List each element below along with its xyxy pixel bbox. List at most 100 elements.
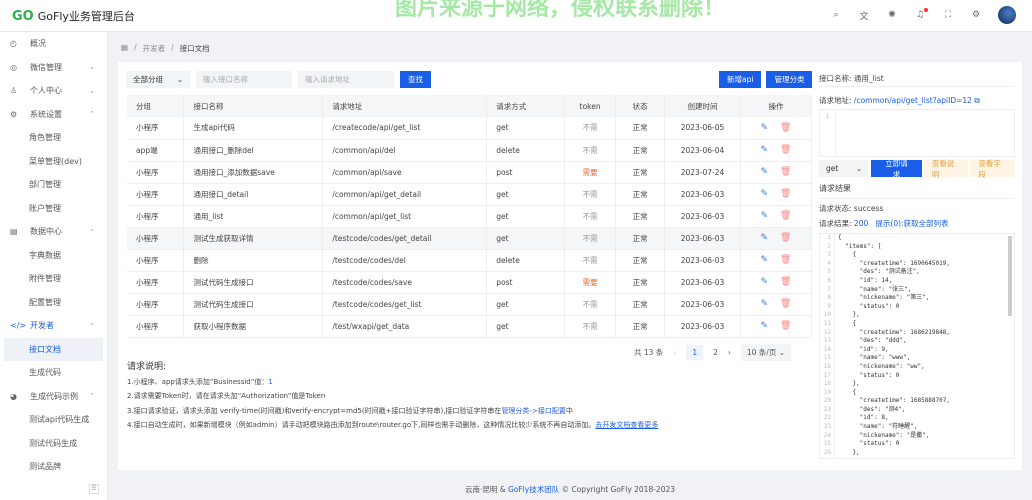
chevron-icon[interactable]: ⌃	[89, 110, 95, 119]
view-fields-button[interactable]: 查看字段	[970, 159, 1015, 179]
method-select[interactable]: get ⌄	[819, 160, 870, 177]
next-page-button[interactable]: ›	[727, 348, 731, 357]
theme-icon[interactable]: ✺	[888, 10, 896, 20]
chevron-down-icon: ⌄	[855, 164, 863, 173]
sidebar-item[interactable]: ◕ 生成代码示例 ⌃	[0, 385, 107, 409]
sidebar-item[interactable]: 接口文档	[4, 337, 103, 361]
sidebar-item[interactable]: 测试代码生成	[0, 432, 107, 456]
trash-icon[interactable]: 🗑	[780, 321, 792, 331]
page-1[interactable]: 1	[686, 345, 704, 360]
sidebar-item[interactable]: </> 开发者 ⌃	[0, 314, 107, 338]
copy-icon[interactable]: ⧉	[974, 96, 980, 105]
sidebar-item[interactable]: 菜单管理(dev)	[0, 150, 107, 174]
table-row: 小程序 通用_list/common/api/get_list get 不需 正常 202…	[127, 205, 813, 228]
sidebar-item[interactable]: 测试api代码生成	[0, 408, 107, 432]
table-cell: get	[486, 205, 566, 228]
trash-icon[interactable]: 🗑	[780, 299, 792, 309]
request-params-editor[interactable]: 1	[819, 109, 1015, 157]
sidebar-item[interactable]: 配置管理	[0, 291, 107, 315]
edit-icon[interactable]: ✎	[760, 233, 769, 243]
api-name-input[interactable]	[196, 71, 292, 88]
logo[interactable]: GO GoFly业务管理后台	[12, 8, 135, 24]
sidebar-item[interactable]: ♙ 个人中心 ⌄	[0, 79, 107, 103]
edit-icon[interactable]: ✎	[760, 277, 769, 287]
edit-icon[interactable]: ✎	[760, 299, 769, 309]
trash-icon[interactable]: 🗑	[780, 211, 792, 221]
edit-icon[interactable]: ✎	[760, 211, 769, 221]
footer: 云南·昆明 & GoFly技术团队 © Copyright GoFly 2018…	[464, 485, 676, 494]
table-cell: 生成api代码	[183, 117, 324, 140]
edit-icon[interactable]: ✎	[760, 145, 769, 155]
request-url-input[interactable]	[298, 71, 394, 88]
send-request-button[interactable]: 立即请求	[871, 159, 922, 179]
table-cell: 小程序	[127, 117, 185, 140]
table-cell: 小程序	[127, 249, 185, 272]
sidebar-item[interactable]: ◎ 微信管理 ⌄	[0, 56, 107, 80]
sidebar-item[interactable]: 角色管理	[0, 126, 107, 150]
add-api-button[interactable]: 新增api	[719, 71, 762, 88]
edit-icon[interactable]: ✎	[760, 255, 769, 265]
sidebar-item[interactable]: ⚙ 系统设置 ⌃	[0, 103, 107, 127]
trash-icon[interactable]: 🗑	[780, 233, 792, 243]
table-cell: /testcode/codes/del	[322, 249, 488, 272]
breadcrumb-item[interactable]: 开发者	[142, 44, 166, 53]
team-link[interactable]: GoFly技术团队	[507, 485, 560, 494]
table-row: 小程序 通用接口_添加数据save/common/api/save post 需要 正常…	[127, 161, 813, 184]
chevron-icon[interactable]: ⌄	[89, 63, 95, 72]
trash-icon[interactable]: 🗑	[780, 189, 792, 199]
search-icon[interactable]: ⌕	[833, 10, 839, 20]
trash-icon[interactable]: 🗑	[780, 122, 792, 133]
gofly-logo-icon: GO	[12, 8, 34, 24]
home-icon[interactable]: ▦	[121, 43, 129, 52]
table-cell: 不需	[564, 117, 617, 140]
chevron-icon[interactable]: ⌃	[89, 392, 95, 401]
breadcrumb-current: 接口文档	[179, 44, 210, 53]
sidebar-item[interactable]: 附件管理	[0, 267, 107, 291]
gear-icon[interactable]: ⚙	[971, 10, 981, 20]
total-count: 共 13 条	[634, 348, 664, 357]
sidebar-item[interactable]: ◴ 概况	[0, 32, 107, 56]
collapse-sidebar-icon[interactable]: ☰	[89, 484, 99, 494]
manage-config-link[interactable]: 管理分类->接口配置	[501, 406, 566, 415]
table-cell: /testcode/codes/get_detail	[322, 227, 488, 250]
table-cell: 2023-06-03	[664, 249, 741, 272]
page-size-select[interactable]: 10 条/页 ⌄	[740, 344, 792, 361]
table-cell: get	[486, 315, 566, 338]
fullscreen-icon[interactable]: ⛶	[944, 10, 952, 20]
sidebar-item-label: 生成代码示例	[30, 391, 78, 401]
edit-icon[interactable]: ✎	[760, 167, 769, 177]
sidebar-item-label: 测试品牌	[29, 462, 61, 472]
manage-category-button[interactable]: 管理分类	[766, 71, 813, 88]
chevron-icon[interactable]: ⌃	[89, 321, 95, 330]
scrollbar[interactable]	[1008, 236, 1012, 316]
sidebar-item[interactable]: ▤ 数据中心 ⌃	[0, 220, 107, 244]
sidebar-item[interactable]: 生成代码	[0, 361, 107, 385]
trash-icon[interactable]: 🗑	[780, 255, 792, 265]
chevron-icon[interactable]: ⌄	[89, 86, 95, 95]
response-viewer[interactable]: 1 2 3 4 5 6 7 8 9 10 11 12 13 14 15 16 1…	[819, 233, 1015, 459]
sidebar-item[interactable]: 字典数据	[0, 244, 107, 268]
page-2[interactable]: 2	[713, 348, 718, 357]
bell-icon[interactable]: ♫	[914, 8, 928, 20]
avatar[interactable]	[998, 6, 1016, 24]
sidebar-item[interactable]: 部门管理	[0, 173, 107, 197]
sidebar-item[interactable]: 测试品牌	[0, 455, 107, 479]
edit-icon[interactable]: ✎	[760, 122, 769, 133]
app-title: GoFly业务管理后台	[37, 10, 135, 23]
search-button[interactable]: 查找	[400, 71, 431, 88]
trash-icon[interactable]: 🗑	[780, 145, 792, 155]
view-doc-button[interactable]: 查看说明	[923, 159, 969, 179]
trash-icon[interactable]: 🗑	[780, 167, 792, 177]
chevron-icon[interactable]: ⌃	[89, 227, 95, 236]
table-cell: delete	[486, 139, 566, 162]
group-select[interactable]: 全部分组 ⌄	[126, 71, 190, 88]
dev-docs-link[interactable]: 去开发文档查看更多	[595, 421, 659, 429]
column-header: 请求地址	[322, 95, 488, 117]
example-icon: ◕	[10, 391, 17, 401]
edit-icon[interactable]: ✎	[760, 189, 769, 199]
edit-icon[interactable]: ✎	[760, 321, 769, 331]
trash-icon[interactable]: 🗑	[780, 277, 792, 287]
prev-page-button[interactable]: ‹	[673, 348, 677, 357]
sidebar-item[interactable]: 账户管理	[0, 197, 107, 221]
translate-icon[interactable]: 文	[859, 11, 869, 22]
